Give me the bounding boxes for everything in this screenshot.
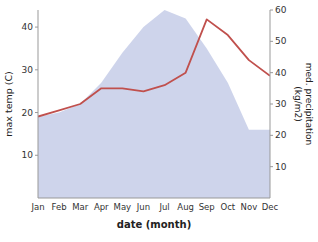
x-tick-label: Aug bbox=[177, 202, 194, 212]
plot-area bbox=[38, 10, 270, 198]
y2-axis-label-line: med. precipitation bbox=[304, 63, 314, 145]
y2-tick-label: 60 bbox=[275, 5, 287, 15]
y-tick-label: 40 bbox=[22, 22, 34, 32]
x-tick-label: Apr bbox=[94, 202, 109, 212]
x-tick-label: Jul bbox=[158, 202, 169, 212]
x-tick-label: Mar bbox=[72, 202, 89, 212]
y2-tick bbox=[270, 166, 273, 167]
y2-tick-label: 10 bbox=[275, 162, 287, 172]
y2-tick bbox=[270, 10, 273, 11]
x-tick-label: Oct bbox=[220, 202, 235, 212]
y2-axis-label-line: (kg/m2) bbox=[293, 86, 303, 121]
y2-tick-label: 20 bbox=[275, 130, 287, 140]
y-axis-label: max temp (C) bbox=[3, 71, 14, 137]
precip-area bbox=[38, 10, 270, 198]
x-tick-label: Nov bbox=[241, 202, 258, 212]
x-tick-label: Jan bbox=[30, 202, 44, 212]
y2-tick-label: 30 bbox=[275, 99, 287, 109]
y-tick bbox=[35, 27, 38, 28]
y2-tick-label: 50 bbox=[275, 36, 287, 46]
y2-axis-label: med. precipitation(kg/m2) bbox=[293, 63, 314, 145]
y-tick bbox=[35, 69, 38, 70]
x-tick-label: Feb bbox=[52, 202, 67, 212]
temp-line bbox=[38, 19, 270, 116]
background bbox=[0, 0, 318, 242]
y2-tick bbox=[270, 41, 273, 42]
y-tick-label: 20 bbox=[22, 108, 34, 118]
y-axis-line bbox=[38, 10, 39, 198]
y-tick-label: 10 bbox=[22, 150, 34, 160]
y2-tick bbox=[270, 104, 273, 105]
y2-tick-label: 40 bbox=[275, 68, 287, 78]
y-tick-label: 30 bbox=[22, 65, 34, 75]
chart: 10 20 30 40 10 20 30 40 50 60 Jan Feb Mar Apr May Jun Ju… bbox=[0, 0, 318, 242]
x-tick-label: Jun bbox=[136, 202, 150, 212]
y2-tick bbox=[270, 72, 273, 73]
x-tick-label: Sep bbox=[199, 202, 215, 212]
y-tick bbox=[35, 112, 38, 113]
x-axis-label: date (month) bbox=[117, 219, 191, 230]
x-tick-label: Dec bbox=[262, 202, 279, 212]
x-tick-label: May bbox=[114, 202, 132, 212]
x-axis-line bbox=[38, 198, 270, 199]
y-tick bbox=[35, 155, 38, 156]
y2-tick bbox=[270, 135, 273, 136]
